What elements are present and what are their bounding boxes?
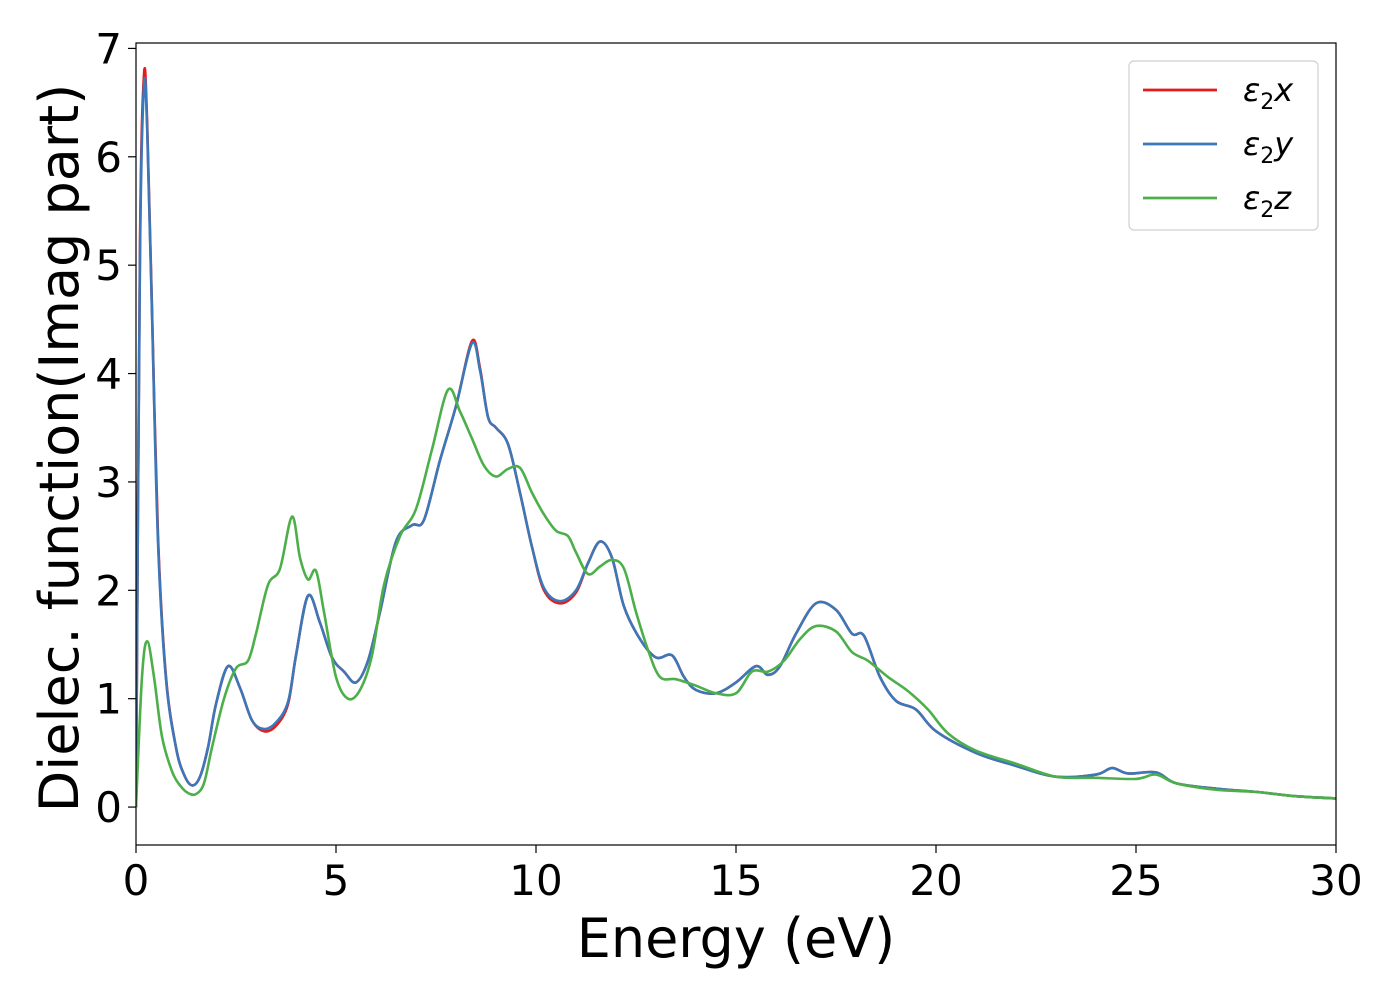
x-tick-label: 25 [1109,856,1162,905]
legend-component: z [1273,179,1292,217]
x-tick-label: 30 [1309,856,1362,905]
y-tick-label: 5 [95,241,122,290]
legend-symbol: ε [1243,179,1260,217]
y-tick-label: 6 [95,133,122,182]
y-tick-label: 0 [95,783,122,832]
legend-box [1128,60,1319,231]
y-tick-label: 7 [95,24,122,73]
legend-label-x: ε2x [1243,71,1294,115]
x-tick-label: 10 [509,856,562,905]
legend-label-z: ε2z [1243,179,1292,223]
ticks-layer: 0 5 10 15 20 25 30 0 1 2 3 4 5 6 7 [95,24,1362,905]
y-tick-label: 4 [95,350,122,399]
y-tick-label: 3 [95,458,122,507]
series-line-y [136,76,1336,808]
x-tick-label: 15 [709,856,762,905]
x-tick-label: 5 [323,856,350,905]
legend-component: y [1273,125,1294,163]
legend-label-y: ε2y [1243,125,1294,169]
legend-component: x [1273,71,1294,109]
x-tick-label: 0 [123,856,150,905]
y-tick-label: 1 [95,675,122,724]
x-tick-label: 20 [909,856,962,905]
y-axis-label: Dielec. function(Imag part) [28,84,91,813]
y-tick-label: 2 [95,566,122,615]
legend-subscript: 2 [1260,90,1274,115]
x-axis-label: Energy (eV) [577,907,896,970]
legend-subscript: 2 [1260,198,1274,223]
legend-symbol: ε [1243,71,1260,109]
legend-subscript: 2 [1260,144,1274,169]
series-layer [136,66,1336,808]
legend-symbol: ε [1243,125,1260,163]
series-line-z [136,387,1336,808]
